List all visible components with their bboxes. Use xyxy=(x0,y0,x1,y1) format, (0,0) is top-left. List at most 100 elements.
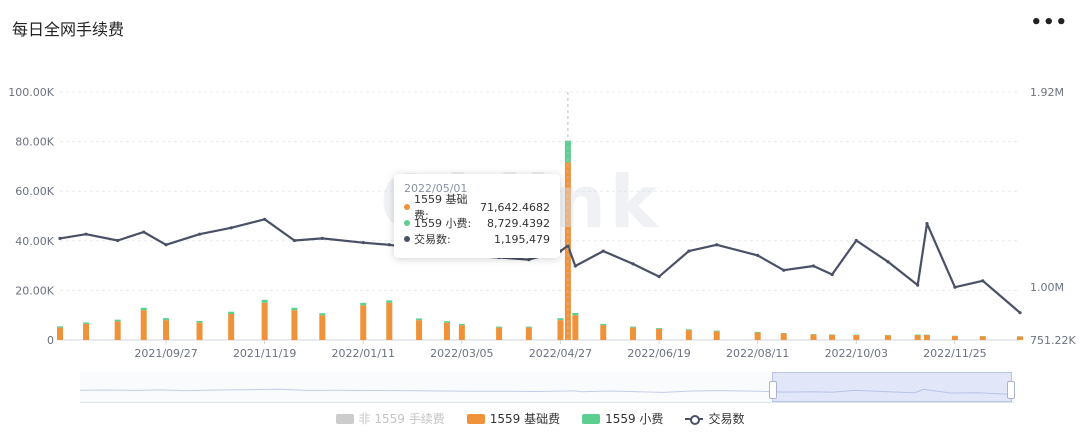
zoom-selection[interactable] xyxy=(769,372,1015,402)
bar-tip xyxy=(685,329,692,331)
legend-item-non-1559[interactable]: 非 1559 手续费 xyxy=(335,410,445,427)
x-axis: 2021/09/27 2021/11/19 2022/01/11 2022/03/05… xyxy=(134,340,987,360)
x-tick-label: 2021/11/19 xyxy=(233,347,296,360)
y-tick-label: 80.00K xyxy=(15,136,54,149)
y-tick-label: 60.00K xyxy=(15,185,54,198)
bar-base-fee xyxy=(923,335,930,340)
bar-base-fee xyxy=(713,331,720,340)
bar-base-fee xyxy=(416,320,423,340)
bar-tip xyxy=(656,327,663,329)
legend-item-tx-count[interactable]: 交易数 xyxy=(685,410,744,427)
dot-icon xyxy=(404,236,410,242)
tx-count-point xyxy=(811,264,816,268)
tx-count-point xyxy=(573,264,577,268)
bar-tip xyxy=(114,319,121,322)
tx-count-point xyxy=(657,275,661,279)
tooltip-row: 1559 基础费: 71,642.4682 xyxy=(404,193,550,222)
y2-tick-label: 1.00M xyxy=(1030,281,1064,294)
bar-base-fee xyxy=(572,315,579,340)
tooltip-label: 交易数: xyxy=(414,233,451,246)
x-tick-label: 2022/10/03 xyxy=(825,347,888,360)
bar-base-fee xyxy=(656,328,663,340)
bar-tip xyxy=(630,326,637,328)
tx-count-point xyxy=(756,253,760,257)
y-tick-label: 0 xyxy=(47,334,54,347)
bar-tip xyxy=(600,323,607,326)
tx-count-point xyxy=(687,249,691,253)
y2-tick-label: 1.92M xyxy=(1030,86,1064,99)
legend-swatch xyxy=(582,413,601,424)
bar-tip xyxy=(525,326,532,328)
legend-label: 1559 小费 xyxy=(605,412,664,426)
legend-swatch xyxy=(466,413,485,424)
x-tick-label: 2021/09/27 xyxy=(134,347,197,360)
bar-base-fee xyxy=(140,310,147,340)
tx-count-point xyxy=(981,279,985,283)
tooltip-value: 71,642.4682 xyxy=(480,200,550,214)
tx-count-point xyxy=(84,232,88,236)
tooltip-value: 8,729.4392 xyxy=(487,216,550,230)
tx-count-point xyxy=(142,230,146,234)
dot-icon xyxy=(404,220,410,226)
tooltip-label: 1559 小费: xyxy=(414,217,472,230)
x-tick-label: 2022/11/25 xyxy=(923,347,986,360)
bar-base-fee xyxy=(754,332,761,340)
bar-base-fee xyxy=(261,302,268,340)
bar-series xyxy=(57,140,1023,340)
tooltip-label: 1559 基础费: xyxy=(414,193,468,222)
bar-tip xyxy=(228,311,235,314)
bar-base-fee xyxy=(810,334,817,340)
tx-count-point xyxy=(830,272,834,277)
bar-base-fee xyxy=(496,327,503,340)
y-tick-label: 40.00K xyxy=(15,235,54,248)
y-axis-left: 0 20.00K 40.00K 60.00K 80.00K 100.00K xyxy=(8,86,54,347)
bar-base-fee xyxy=(630,327,637,340)
tx-count-point xyxy=(229,226,233,230)
tx-count-point xyxy=(566,244,570,248)
y-axis-right: 751.22K 1.00M 1.92M xyxy=(1030,86,1076,347)
bar-tip xyxy=(291,307,298,311)
zoom-slider[interactable] xyxy=(79,372,1015,403)
bar-base-fee xyxy=(853,335,860,340)
bar-tip xyxy=(163,318,170,321)
bar-tip xyxy=(443,321,450,323)
bar-base-fee xyxy=(685,330,692,340)
tooltip-date: 2022/05/01 xyxy=(404,182,468,195)
tooltip-row: 1559 小费: 8,729.4392 xyxy=(404,215,550,231)
tx-count-point xyxy=(953,285,957,289)
x-tick-label: 2022/01/11 xyxy=(332,347,395,360)
bar-tip xyxy=(57,326,63,328)
dot-icon xyxy=(404,204,410,210)
x-tick-label: 2022/08/11 xyxy=(726,347,789,360)
zoom-handle-right[interactable] xyxy=(1007,381,1015,399)
bar-base-fee xyxy=(83,323,90,340)
bar-tip xyxy=(319,313,326,316)
zoom-handle-left[interactable] xyxy=(769,381,777,399)
x-tick-label: 2022/03/05 xyxy=(430,347,493,360)
line-marker-icon xyxy=(685,414,704,425)
bar-base-fee xyxy=(979,336,986,340)
tx-count-point xyxy=(1018,311,1022,315)
bar-tip xyxy=(83,322,90,324)
zoom-preview xyxy=(79,388,1015,395)
chart-title: 每日全网手续费 xyxy=(12,20,125,39)
bar-tip xyxy=(754,331,761,333)
x-tick-label: 2022/04/27 xyxy=(529,347,592,360)
legend: 非 1559 手续费 1559 基础费 1559 小费 交易数 xyxy=(0,410,1080,427)
legend-item-base-fee[interactable]: 1559 基础费 xyxy=(466,410,560,427)
bar-base-fee xyxy=(458,325,465,340)
bar-base-fee xyxy=(228,313,235,340)
bar-tip xyxy=(557,318,564,321)
legend-item-tip[interactable]: 1559 小费 xyxy=(582,410,663,427)
bar-base-fee xyxy=(319,315,326,340)
bar-tip xyxy=(564,140,571,163)
bar-base-fee xyxy=(914,335,921,340)
bar-tip xyxy=(713,330,720,332)
bar-tip xyxy=(496,326,503,328)
tx-count-point xyxy=(854,238,858,243)
tx-count-point xyxy=(292,238,297,243)
tx-count-point xyxy=(925,221,929,226)
line-series xyxy=(58,217,1022,315)
tx-count-point xyxy=(782,268,786,272)
more-options-icon[interactable]: ••• xyxy=(1030,12,1068,33)
